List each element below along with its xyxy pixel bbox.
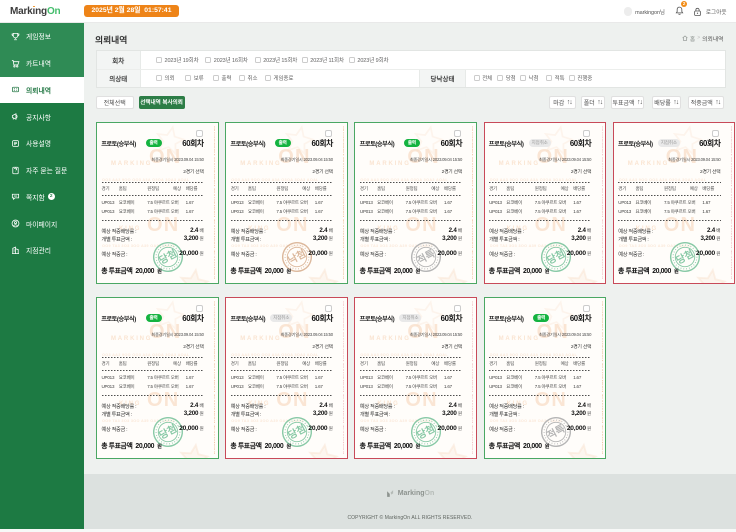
svg-text:당첨: 당첨	[415, 422, 437, 442]
svg-text:당첨: 당첨	[674, 247, 696, 267]
svg-text:적특: 적특	[415, 247, 437, 267]
svg-text:당첨: 당첨	[157, 422, 179, 442]
svg-text:낙첨: 낙첨	[286, 247, 308, 267]
svg-text:당첨: 당첨	[286, 422, 308, 442]
svg-text:당첨: 당첨	[157, 247, 179, 267]
